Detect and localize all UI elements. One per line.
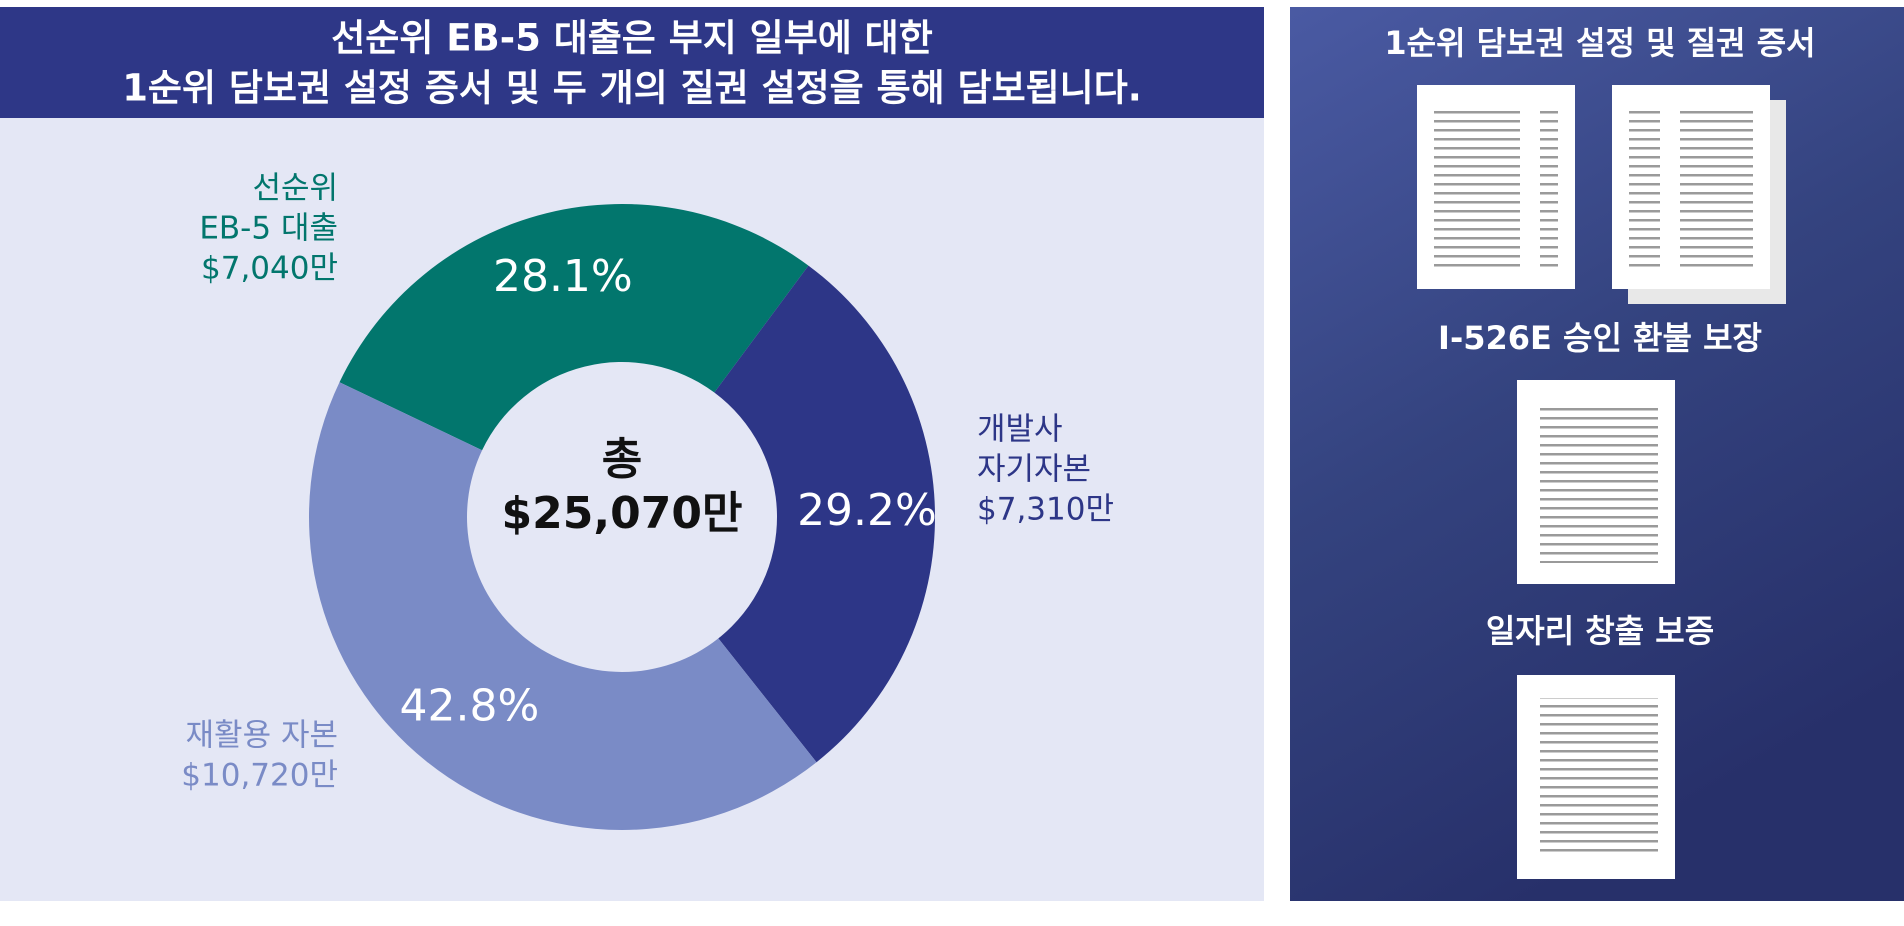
- document-text: [1534, 698, 1658, 858]
- category-label: 자기자본: [977, 452, 1091, 488]
- donut-slice: [714, 265, 936, 763]
- amount-label: $7,040만: [201, 251, 338, 287]
- section-title: I-526E 승인 환불 보장: [1438, 319, 1762, 357]
- center-label: 총: [602, 434, 642, 485]
- center-label: $25,070만: [502, 488, 743, 539]
- amount-label: $10,720만: [181, 758, 338, 794]
- header-bar: [0, 7, 1264, 118]
- amount-label: $7,310만: [977, 492, 1114, 528]
- title-line: 1순위 담보권 설정 증서 및 두 개의 질권 설정을 통해 담보됩니다.: [122, 67, 1142, 110]
- document-text: [1534, 403, 1658, 563]
- title-line: 선순위 EB-5 대출은 부지 일부에 대한: [331, 17, 933, 60]
- document-thumbnails: [1417, 85, 1786, 879]
- section-title: 1순위 담보권 설정 및 질권 증서: [1384, 24, 1815, 62]
- category-label: EB-5 대출: [199, 211, 338, 247]
- document-text: [1629, 108, 1753, 268]
- value-label: 42.8%: [399, 681, 539, 732]
- value-label: 28.1%: [493, 251, 633, 302]
- section-title: 일자리 창출 보증: [1486, 612, 1714, 650]
- category-label: 재활용 자본: [186, 718, 338, 754]
- donut-slice: [339, 204, 809, 451]
- category-label: 선순위: [252, 171, 338, 207]
- value-label: 29.2%: [797, 485, 937, 536]
- donut-slice: [308, 382, 817, 830]
- document-text: [1434, 108, 1558, 268]
- category-label: 개발사: [977, 412, 1063, 448]
